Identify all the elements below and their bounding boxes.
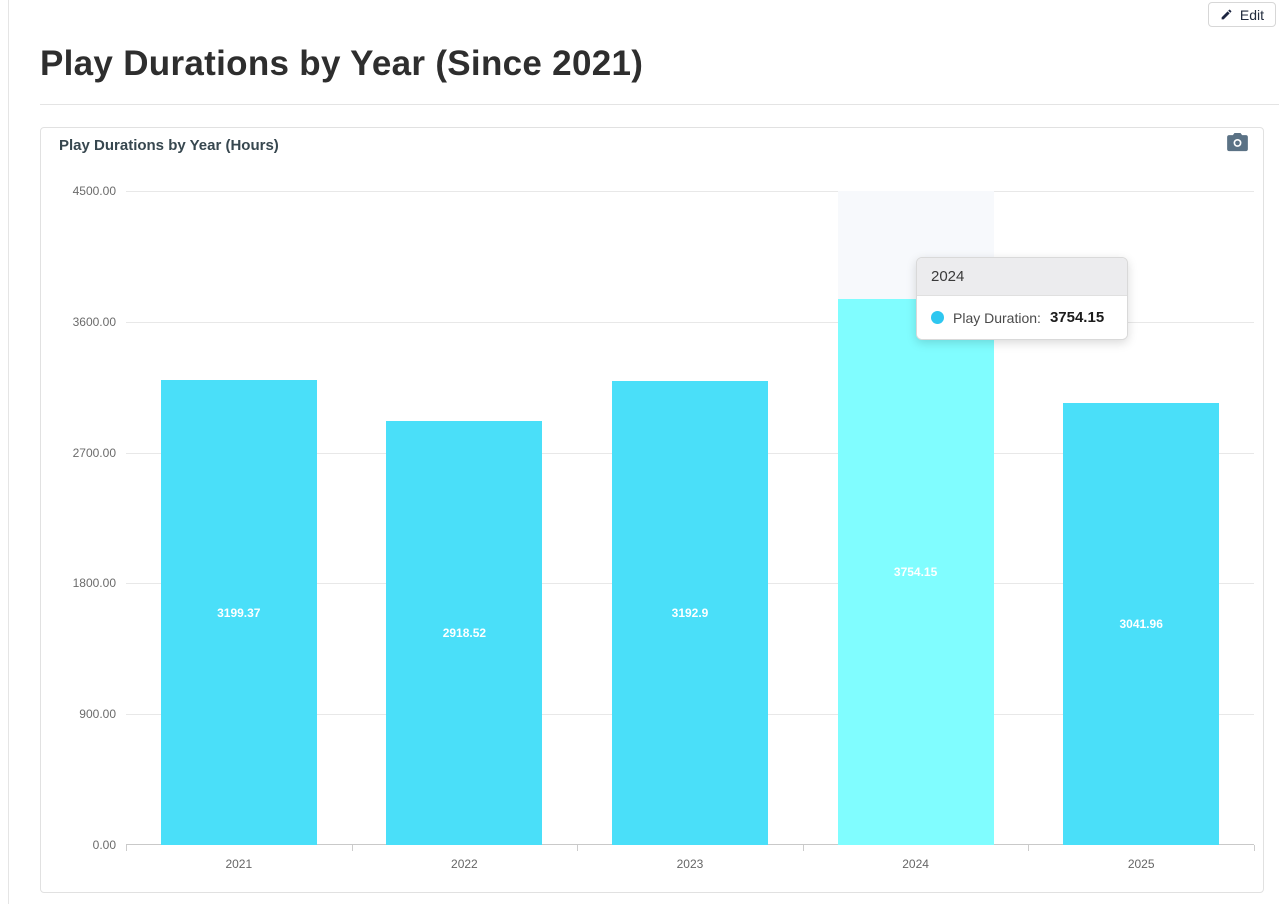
x-axis-tick xyxy=(802,845,804,851)
x-axis-category-label: 2025 xyxy=(1127,857,1155,871)
tooltip-value: 3754.15 xyxy=(1049,309,1105,326)
tooltip-title: 2024 xyxy=(917,258,1127,296)
x-axis-tick xyxy=(1254,845,1255,851)
bar-value-label: 3754.15 xyxy=(893,565,938,579)
bar-2023[interactable]: 3192.9 xyxy=(612,381,768,845)
x-axis-tick xyxy=(1028,845,1030,851)
pencil-icon xyxy=(1220,8,1233,21)
x-axis-category-label: 2022 xyxy=(451,857,478,871)
edit-button[interactable]: Edit xyxy=(1207,2,1276,27)
x-axis-category-label: 2023 xyxy=(676,857,704,871)
series-dot-icon xyxy=(931,311,944,324)
x-axis-category-label: 2021 xyxy=(225,857,253,871)
y-axis-tick-label: 1800.00 xyxy=(72,576,116,591)
bar-value-label: 3192.9 xyxy=(671,606,709,620)
bar-value-label: 2918.52 xyxy=(442,626,487,640)
x-axis-category-label: 2024 xyxy=(902,857,929,871)
x-axis-tick xyxy=(351,845,353,851)
bar-value-label: 3199.37 xyxy=(217,605,261,620)
chart-card: Play Durations by Year (Hours) 3199.37 29… xyxy=(40,127,1264,893)
tooltip-body: Play Duration: 3754.15 xyxy=(917,296,1127,339)
x-axis-tick xyxy=(577,845,579,851)
bar-2025[interactable]: 3041.96 xyxy=(1063,403,1220,845)
y-axis-tick-label: 0.00 xyxy=(92,838,116,852)
bar-value-label: 3041.96 xyxy=(1119,617,1163,631)
y-axis-tick-label: 3600.00 xyxy=(72,314,116,329)
y-axis-tick-label: 4500.00 xyxy=(72,184,116,198)
tooltip-series-label: Play Duration: xyxy=(953,309,1041,326)
chart-title: Play Durations by Year (Hours) xyxy=(59,137,279,154)
camera-icon xyxy=(1226,133,1248,155)
page-title: Play Durations by Year (Since 2021) xyxy=(40,44,644,83)
bar-2022[interactable]: 2918.52 xyxy=(386,421,543,845)
x-axis-tick xyxy=(126,845,127,851)
bar-2021[interactable]: 3199.37 xyxy=(160,380,317,845)
bar-chart: 3199.37 2918.52 3192.9 3754.15 3041.96 2021 20… xyxy=(126,191,1255,871)
y-axis-tick-label: 2700.00 xyxy=(72,445,116,460)
gridline xyxy=(126,191,1254,192)
camera-button[interactable] xyxy=(1225,133,1249,155)
header-divider xyxy=(40,104,1279,105)
y-axis-tick-label: 900.00 xyxy=(79,707,116,722)
edit-button-label: Edit xyxy=(1239,6,1264,23)
left-border-line xyxy=(8,0,9,904)
chart-tooltip: 2024 Play Duration: 3754.15 xyxy=(916,257,1128,340)
bar-2024[interactable]: 3754.15 xyxy=(837,299,994,845)
gridline xyxy=(126,321,1254,323)
